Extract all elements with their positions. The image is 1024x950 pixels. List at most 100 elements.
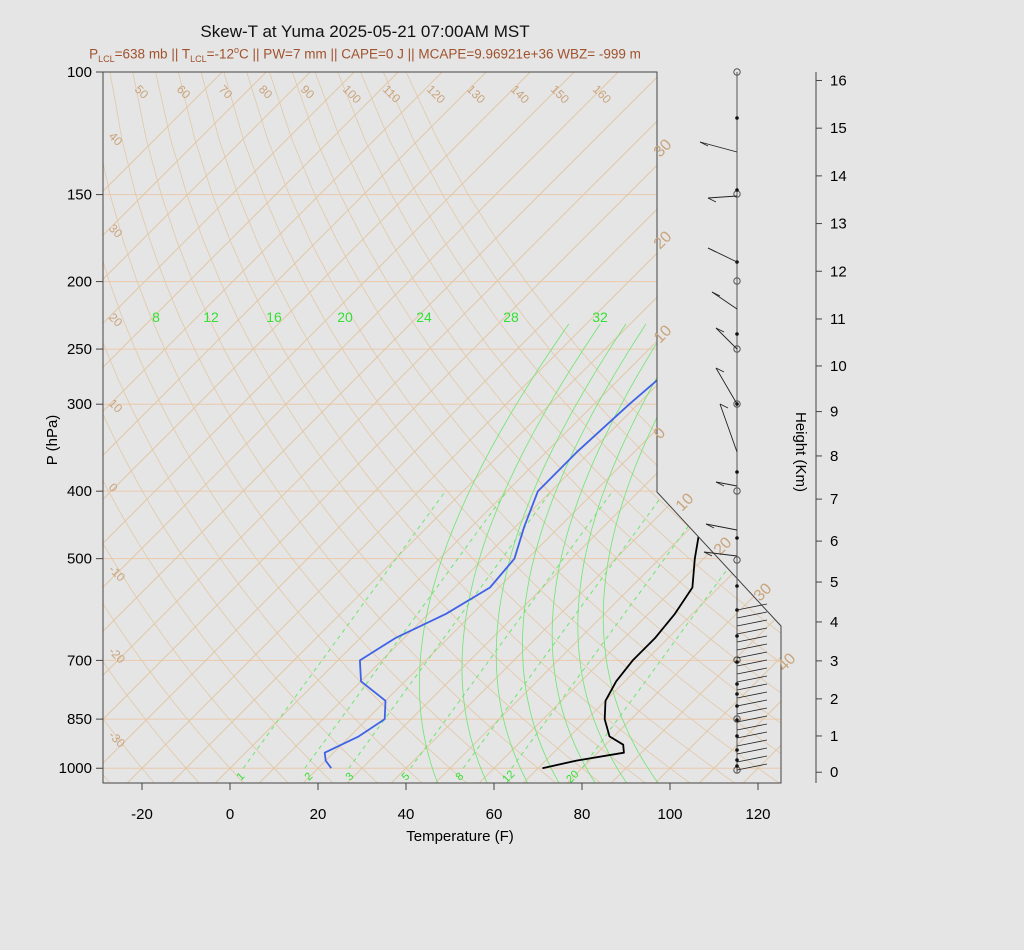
- wind-level-dot: [735, 682, 739, 686]
- wind-barb-flag: [707, 197, 717, 203]
- wind-barb: [711, 291, 738, 310]
- dry-adiabat-line: [382, 72, 781, 783]
- isotherm-line: [103, 72, 355, 783]
- isotherm-line: [103, 72, 223, 783]
- y-axis-label: P (hPa): [44, 415, 61, 466]
- dry-adiabat-line: [103, 72, 512, 783]
- wind-level-dot: [735, 634, 739, 638]
- dry-adiabat-line: [269, 72, 781, 783]
- mixing-ratio-line: [242, 490, 446, 769]
- wind-level-circle: [733, 715, 741, 723]
- dry-adiabat-line: [103, 72, 200, 783]
- chart-subtitle: PLCL=638 mb || TLCL=-12oC || PW=7 mm || …: [0, 45, 730, 64]
- isotherm-line: [103, 72, 751, 783]
- isotherm-line: [103, 72, 707, 783]
- temperature-profile: [542, 72, 781, 770]
- plcl-sub: LCL: [98, 54, 115, 65]
- isotherm-line: [103, 72, 575, 783]
- wind-barb: [736, 755, 768, 763]
- dry-adiabat-line: [246, 72, 781, 783]
- wind-barb: [736, 747, 768, 755]
- wind-barb: [736, 707, 768, 715]
- wind-level-dot: [735, 116, 739, 120]
- tlcl-value: =-12: [206, 46, 235, 62]
- wind-barb: [736, 763, 768, 771]
- dry-adiabat-line: [103, 72, 423, 783]
- isotherm-line: [522, 72, 781, 783]
- isotherm-line: [610, 72, 781, 783]
- wind-level-circle: [733, 400, 741, 408]
- subtitle-rest: C || PW=7 mm || CAPE=0 J || MCAPE=9.9692…: [239, 46, 641, 62]
- wind-barb-flag: [703, 551, 713, 557]
- height-tick-label: 16: [830, 72, 847, 89]
- wind-barb: [736, 683, 768, 691]
- x-axis-label: Temperature (F): [406, 828, 514, 845]
- height-tick-label: 8: [830, 448, 838, 465]
- moist-adiabat-line: [461, 323, 601, 783]
- wind-level-circle: [733, 556, 741, 564]
- mixing-ratio-line: [462, 490, 666, 769]
- isotherm-label: 10: [673, 490, 698, 515]
- mixing-ratio-line: [409, 490, 614, 769]
- moist-adiabat-label: 12: [203, 309, 219, 325]
- isotherm-line: [103, 72, 399, 783]
- x-tick-label: 100: [657, 806, 682, 823]
- isotherm-line: [103, 72, 487, 783]
- moist-adiabat-label: 28: [503, 309, 519, 325]
- x-tick-label: 80: [574, 806, 591, 823]
- wind-barb: [736, 739, 768, 747]
- wind-barb: [736, 659, 768, 667]
- wind-barb: [736, 627, 768, 635]
- pressure-tick-label: 400: [67, 483, 92, 500]
- x-tick-label: 60: [486, 806, 503, 823]
- x-tick-label: -20: [131, 806, 153, 823]
- wind-barb: [736, 731, 768, 739]
- dry-adiabat-line: [103, 72, 155, 783]
- wind-level-dot: [735, 718, 739, 722]
- height-tick-label: 14: [830, 168, 847, 185]
- wind-barb-flag: [715, 481, 725, 487]
- moist-adiabat-line: [418, 323, 570, 783]
- isotherm-line: [831, 72, 1024, 783]
- moist-adiabat-line: [577, 323, 690, 783]
- wind-level-circle: [733, 487, 741, 495]
- height-tick-label: 15: [830, 120, 847, 137]
- wind-barb: [736, 675, 768, 683]
- height-tick-label: 3: [830, 653, 838, 670]
- wind-barb: [736, 619, 768, 627]
- height-tick-label: 0: [830, 764, 838, 781]
- pressure-tick-label: 500: [67, 551, 92, 568]
- wind-barb-flag: [705, 523, 715, 529]
- dry-adiabat-line: [177, 72, 691, 783]
- x-tick-label: 40: [398, 806, 415, 823]
- wind-level-dot: [735, 584, 739, 588]
- isotherm-line: [103, 72, 267, 783]
- dry-adiabat-line: [291, 72, 781, 783]
- x-tick-label: 0: [226, 806, 234, 823]
- mixing-ratio-line: [581, 490, 781, 769]
- wind-level-dot: [735, 470, 739, 474]
- pressure-tick-label: 150: [67, 187, 92, 204]
- wind-barb: [736, 667, 768, 675]
- wind-barb: [715, 367, 738, 405]
- moist-adiabat-line: [522, 323, 647, 783]
- wind-barb: [705, 523, 738, 531]
- wind-barb-flag: [711, 291, 721, 297]
- wind-level-dot: [735, 536, 739, 540]
- height-tick-label: 7: [830, 491, 838, 508]
- wind-barb: [699, 141, 738, 153]
- wind-level-circle: [733, 68, 741, 76]
- wind-level-dot: [735, 748, 739, 752]
- height-tick-label: 6: [830, 533, 838, 550]
- moist-adiabat-label: 24: [416, 309, 432, 325]
- dry-adiabat-line: [314, 72, 781, 783]
- moist-adiabat-line: [495, 323, 627, 783]
- isotherm-line: [566, 72, 781, 783]
- moist-adiabat-line: [551, 323, 670, 783]
- wind-level-dot: [735, 660, 739, 664]
- wind-barb: [719, 403, 738, 453]
- wind-barb: [707, 195, 738, 199]
- dry-adiabat-line: [103, 72, 244, 783]
- height-tick-label: 2: [830, 691, 838, 708]
